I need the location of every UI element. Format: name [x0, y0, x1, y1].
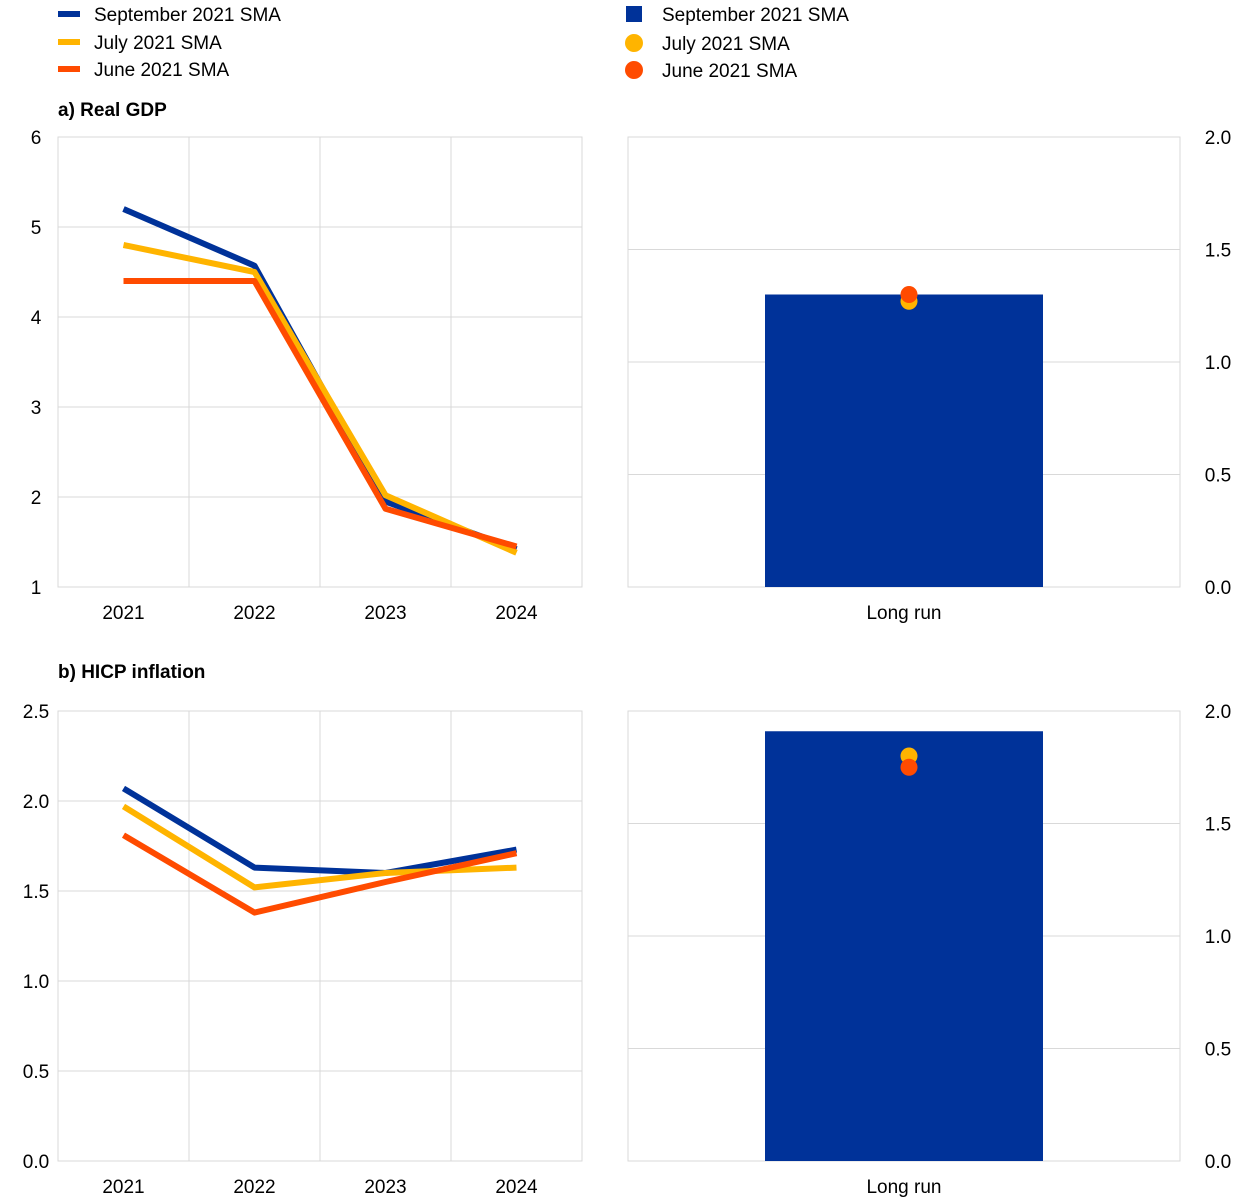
x-tick-label-2022: 2022	[233, 1177, 275, 1198]
y-tick-label-6: 6	[31, 128, 42, 149]
y-tick-label-1-0: 1.0	[1205, 353, 1231, 374]
series-line-june-2021-sma	[121, 832, 518, 916]
y-tick-label-0-0: 0.0	[1205, 578, 1231, 599]
y-tick-label-5: 5	[31, 218, 42, 239]
y-tick-label-2-0: 2.0	[23, 792, 49, 813]
y-tick-label-3: 3	[31, 398, 42, 419]
legend-item-june-dot: June 2021 SMA	[625, 61, 798, 82]
series-line-september-2021-sma	[121, 785, 518, 876]
bar-september-2021-sma	[765, 731, 1043, 1161]
panel-hicp-line-chart: 0.0 0.5 1.0 1.5 2.0 2.5 2021 2022 2023 2024	[23, 702, 583, 1198]
y-tick-label-0-5: 0.5	[1205, 466, 1231, 487]
panel-real-gdp-line-chart: 1 2 3 4 5 6 2021 2022 2023 2024	[31, 128, 583, 624]
legend-label-july-line: July 2021 SMA	[94, 33, 222, 54]
legend-label-september-bar: September 2021 SMA	[662, 5, 849, 26]
legend-lines: September 2021 SMA July 2021 SMA June 20…	[58, 5, 281, 81]
x-tick-label-long-run: Long run	[866, 603, 941, 624]
y-tick-label-2: 2	[31, 488, 42, 509]
legend-item-july-dot: July 2021 SMA	[625, 34, 790, 55]
series-line-july-2021-sma	[122, 242, 518, 556]
legend-item-september-bar: September 2021 SMA	[626, 5, 849, 26]
y-tick-label-1-5: 1.5	[1205, 241, 1231, 262]
legend-item-july-line: July 2021 SMA	[58, 33, 222, 54]
point-june-2021-sma	[900, 758, 918, 776]
panel-title-hicp-inflation: b) HICP inflation	[58, 662, 205, 683]
panel-hicp-long-run-chart: 0.0 0.5 1.0 1.5 2.0 Long run	[627, 702, 1231, 1198]
y-tick-label-0-0: 0.0	[1205, 1152, 1231, 1173]
x-tick-label-2024: 2024	[495, 1177, 538, 1198]
plot-frame	[57, 136, 583, 588]
legend-label-september-line: September 2021 SMA	[94, 5, 281, 26]
y-tick-label-4: 4	[31, 308, 42, 329]
y-tick-label-0-5: 0.5	[1205, 1040, 1231, 1061]
point-june-2021-sma	[900, 286, 918, 303]
x-tick-label-2021: 2021	[102, 603, 144, 624]
y-tick-label-0-5: 0.5	[23, 1062, 49, 1083]
x-tick-label-2023: 2023	[364, 603, 406, 624]
y-tick-label-1-5: 1.5	[23, 882, 49, 903]
panel-title-real-gdp: a) Real GDP	[58, 100, 167, 121]
x-tick-label-2023: 2023	[364, 1177, 406, 1198]
y-tick-label-1-5: 1.5	[1205, 815, 1231, 836]
y-tick-label-1-0: 1.0	[23, 972, 49, 993]
y-tick-label-0-0: 0.0	[23, 1152, 49, 1173]
y-tick-label-2-0: 2.0	[1205, 702, 1231, 723]
x-tick-label-2022: 2022	[233, 603, 275, 624]
y-tick-label-2-5: 2.5	[23, 702, 49, 723]
legend-markers: September 2021 SMA July 2021 SMA June 20…	[625, 5, 849, 82]
panel-real-gdp-long-run-chart: 0.0 0.5 1.0 1.5 2.0 Long run	[627, 128, 1231, 624]
y-tick-label-1: 1	[31, 578, 42, 599]
legend-label-june-dot: June 2021 SMA	[662, 61, 798, 82]
x-tick-label-2024: 2024	[495, 603, 538, 624]
legend-item-june-line: June 2021 SMA	[58, 60, 230, 81]
legend-label-july-dot: July 2021 SMA	[662, 34, 790, 55]
y-tick-label-1-0: 1.0	[1205, 927, 1231, 948]
legend-label-june-line: June 2021 SMA	[94, 60, 230, 81]
series-line-june-2021-sma	[123, 278, 518, 550]
bar-september-2021-sma	[765, 294, 1043, 587]
legend-swatch-june-circle	[625, 61, 643, 79]
y-tick-label-2-0: 2.0	[1205, 128, 1231, 149]
legend-item-september-line: September 2021 SMA	[58, 5, 281, 26]
plot-frame	[57, 710, 583, 1162]
legend-swatch-july-circle	[625, 34, 643, 52]
x-tick-label-long-run: Long run	[866, 1177, 941, 1198]
legend-swatch-september-square	[626, 6, 642, 22]
x-tick-label-2021: 2021	[102, 1177, 144, 1198]
